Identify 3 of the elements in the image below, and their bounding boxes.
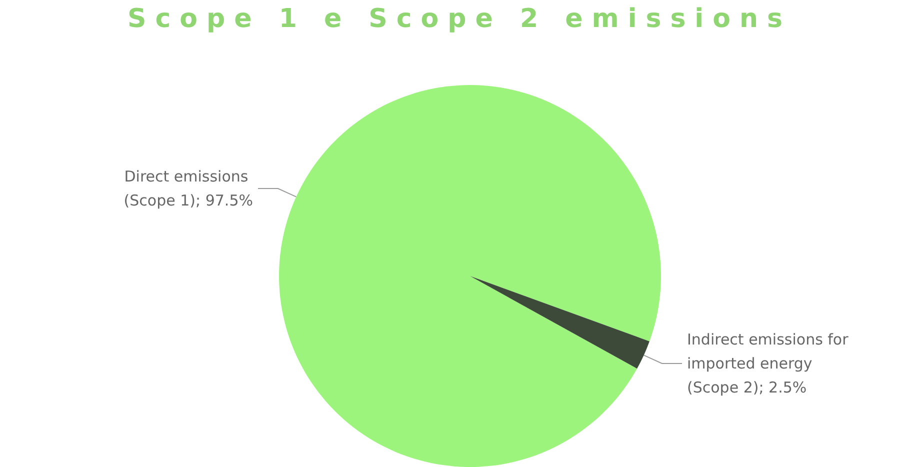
slice-label: Direct emissions (Scope 1); 97.5% [124,168,253,210]
chart-title: Scope 1 e Scope 2 emissions [126,4,792,34]
slice-label: Indirect emissions for imported energy (Scope 2); 2.5% [687,330,854,396]
